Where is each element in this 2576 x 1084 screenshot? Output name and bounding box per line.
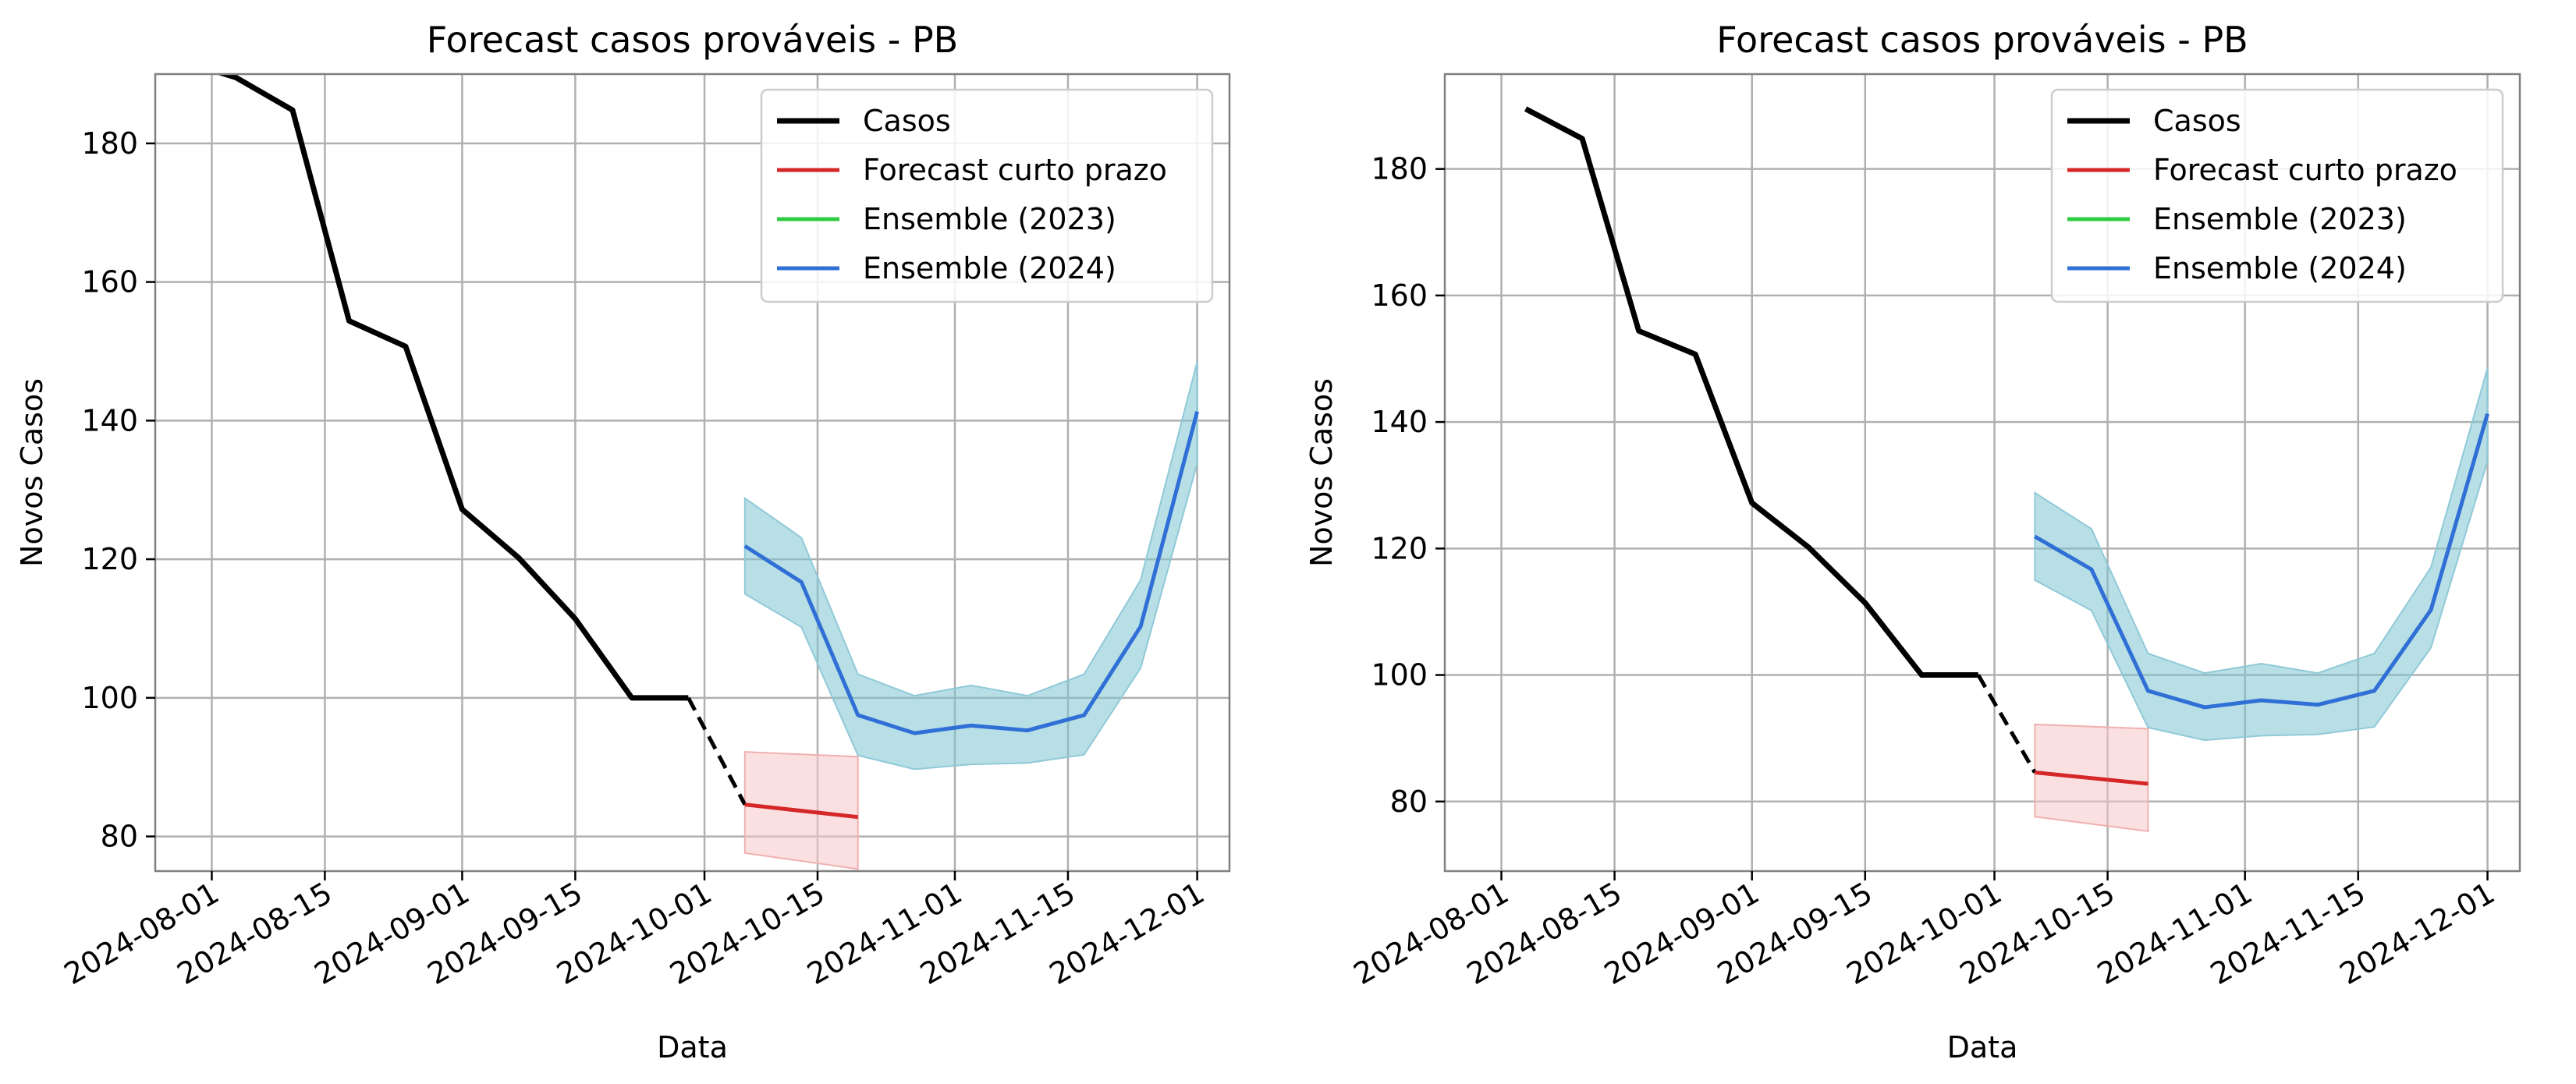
plot-area <box>215 74 1200 870</box>
y-tick-label: 100 <box>1371 658 1428 693</box>
axes-frame <box>1443 73 2521 873</box>
legend-entry: Forecast curto prazo <box>863 153 1167 187</box>
y-tick-label: 160 <box>81 265 138 299</box>
legend-entry: Ensemble (2024) <box>2153 251 2407 285</box>
y-tick-label: 120 <box>81 542 138 576</box>
y-tick-label: 180 <box>1371 152 1428 186</box>
y-axis-label: Novos Casos <box>1304 378 1339 567</box>
chart-title: Forecast casos prováveis - PB <box>427 19 959 61</box>
x-axis-label: Data <box>1947 1030 2018 1065</box>
series-casos-line <box>215 74 689 701</box>
plot-area <box>1524 106 2489 833</box>
legend-box <box>760 88 1214 303</box>
ensemble-2024-interval-band <box>2034 367 2489 742</box>
y-axis: 80 100 120 140 160 180 <box>1371 152 1445 819</box>
legend-entry: Casos <box>863 104 951 138</box>
x-axis-label: Data <box>657 1030 728 1065</box>
chart-title: Forecast casos prováveis - PB <box>1716 19 2248 61</box>
series-forecast-line <box>2035 770 2148 786</box>
legend-entry: Ensemble (2023) <box>2153 202 2407 236</box>
legend-entry: Forecast curto prazo <box>2153 153 2457 187</box>
legend-entry: Ensemble (2023) <box>863 202 1116 236</box>
y-tick-label: 100 <box>81 681 138 715</box>
y-tick-label: 120 <box>1371 531 1428 565</box>
grid <box>1445 74 2520 871</box>
series-ensemble-2024-line <box>743 411 1200 735</box>
y-tick-label: 80 <box>1390 785 1428 819</box>
connector-dashed-line <box>1976 674 2037 774</box>
connector-dashed-line <box>687 696 747 806</box>
legend: Casos Forecast curto prazo Ensemble (2023)… <box>760 88 1214 303</box>
y-tick-label: 140 <box>81 403 138 437</box>
y-tick-label: 80 <box>101 820 138 854</box>
y-tick-label: 180 <box>81 126 138 161</box>
y-axis-label: Novos Casos <box>15 378 49 567</box>
y-tick-label: 140 <box>1371 405 1428 439</box>
axes-frame <box>154 73 1231 873</box>
legend-entry: Ensemble (2024) <box>863 251 1116 285</box>
legend-entry: Casos <box>2153 104 2241 138</box>
y-axis: 80 100 120 140 160 180 <box>81 126 155 854</box>
series-casos-line <box>1524 106 1978 678</box>
y-tick-label: 160 <box>1371 278 1428 313</box>
series-forecast-line <box>744 802 859 820</box>
legend-box <box>2050 88 2504 303</box>
ensemble-2024-interval-band <box>743 361 1198 770</box>
series-ensemble-2024-line <box>2034 413 2489 710</box>
legend: Casos Forecast curto prazo Ensemble (2023)… <box>2050 88 2504 303</box>
